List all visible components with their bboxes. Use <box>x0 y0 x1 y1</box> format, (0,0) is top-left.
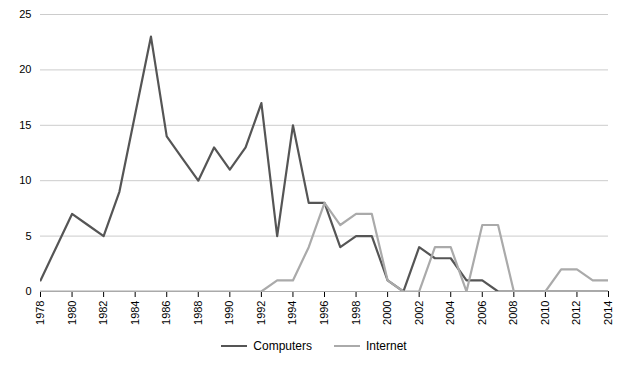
svg-text:15: 15 <box>19 119 31 131</box>
svg-text:1996: 1996 <box>318 301 330 325</box>
svg-text:1990: 1990 <box>223 301 235 325</box>
svg-text:1994: 1994 <box>286 301 298 325</box>
svg-text:2000: 2000 <box>381 301 393 325</box>
svg-text:20: 20 <box>19 63 31 75</box>
html-text:Computers: Computers <box>253 339 312 353</box>
svg-text:1986: 1986 <box>160 301 172 325</box>
svg-text:1992: 1992 <box>255 301 267 325</box>
svg-text:2012: 2012 <box>570 301 582 325</box>
svg-text:2008: 2008 <box>507 301 519 325</box>
svg-text:2010: 2010 <box>539 301 551 325</box>
svg-text:1978: 1978 <box>34 301 46 325</box>
svg-text:1984: 1984 <box>129 301 141 325</box>
svg-text:1998: 1998 <box>350 301 362 325</box>
svg-text:2014: 2014 <box>602 301 614 325</box>
svg-text:2002: 2002 <box>413 301 425 325</box>
svg-text:10: 10 <box>19 174 31 186</box>
svg-text:1980: 1980 <box>66 301 78 325</box>
svg-text:25: 25 <box>19 8 31 20</box>
svg-text:5: 5 <box>25 230 31 242</box>
html-text:Internet: Internet <box>366 339 407 353</box>
svg-text:1988: 1988 <box>192 301 204 325</box>
svg-text:2004: 2004 <box>444 301 456 325</box>
svg-text:2006: 2006 <box>476 301 488 325</box>
svg-text:0: 0 <box>25 285 31 297</box>
svg-text:1982: 1982 <box>97 301 109 325</box>
